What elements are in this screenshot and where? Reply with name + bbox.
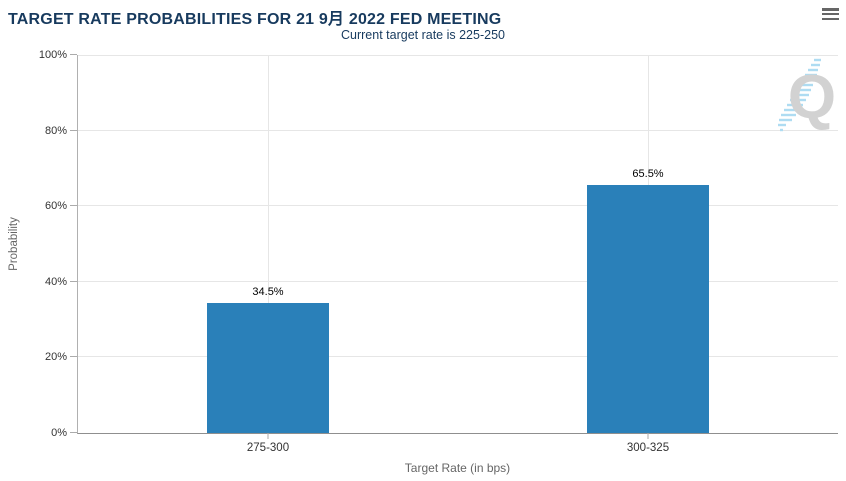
y-tick-label: 60% <box>44 200 67 213</box>
y-gridline <box>78 356 838 358</box>
bar-275-300[interactable] <box>207 302 329 433</box>
x-tick-label: 275-300 <box>246 442 290 454</box>
bar-value-label: 65.5% <box>632 168 664 181</box>
y-tick-label: 0% <box>51 427 67 439</box>
x-axis-tick <box>647 433 649 439</box>
x-gridline <box>268 55 269 433</box>
y-tick-label: 20% <box>44 351 67 364</box>
y-axis-title: Probability <box>8 217 20 271</box>
x-tick-label: 300-325 <box>626 442 670 454</box>
y-axis-tick <box>70 280 77 282</box>
y-axis-tick <box>70 432 77 433</box>
y-tick-label: 40% <box>44 275 67 288</box>
y-axis-tick <box>70 54 77 55</box>
chart-subtitle: Current target rate is 225-250 <box>341 28 505 42</box>
bar-value-label: 34.5% <box>252 285 284 298</box>
y-gridline <box>78 129 838 131</box>
y-axis-tick <box>70 129 77 131</box>
chart-title: TARGET RATE PROBABILITIES FOR 21 9月 2022… <box>8 11 502 28</box>
y-gridline <box>78 280 838 282</box>
y-axis-tick <box>70 205 77 207</box>
y-axis-tick <box>70 356 77 358</box>
y-gridline <box>78 55 838 56</box>
x-axis-tick <box>267 433 269 439</box>
hamburger-menu-icon[interactable] <box>822 8 839 20</box>
bar-300-325[interactable] <box>587 185 709 433</box>
y-gridline <box>78 205 838 207</box>
plot-area: 0% 20% 40% 60% 80% 100% 34.5% 275-300 65.5% 300-3… <box>39 49 838 454</box>
y-tick-label: 100% <box>38 49 67 61</box>
x-axis-title: Target Rate (in bps) <box>404 461 511 475</box>
y-tick-label: 80% <box>44 124 67 137</box>
